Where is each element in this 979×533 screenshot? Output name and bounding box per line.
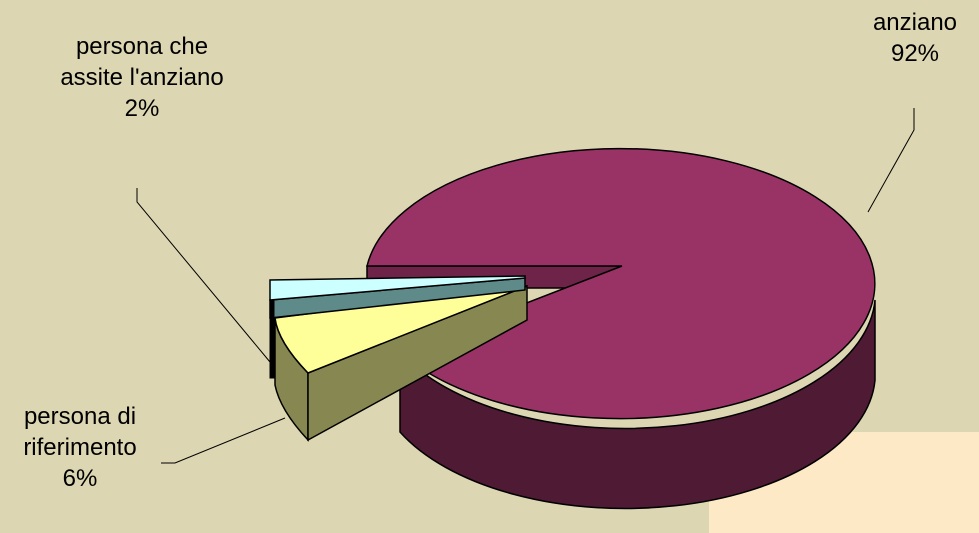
label-persona-di-riferimento: persona di riferimento 6%: [23, 403, 137, 492]
leader-line-riferimento: [161, 417, 286, 464]
label-anziano: anziano 92%: [872, 9, 958, 67]
slice-riferimento-top: [274, 285, 528, 374]
slice-persona-che-assite: [269, 275, 526, 379]
slice-anziano-top: [366, 147, 876, 420]
slice-anziano: [366, 147, 876, 510]
slice-assite-left-edge: [269, 299, 275, 379]
leader-line-assite: [136, 188, 271, 363]
slice-anziano-side: [399, 299, 876, 510]
slice-assite-top: [269, 275, 526, 301]
slice-persona-di-riferimento: [274, 284, 528, 442]
label-persona-che-assite: persona che assite l'anziano 2%: [60, 33, 224, 122]
leader-line-anziano: [867, 108, 915, 213]
